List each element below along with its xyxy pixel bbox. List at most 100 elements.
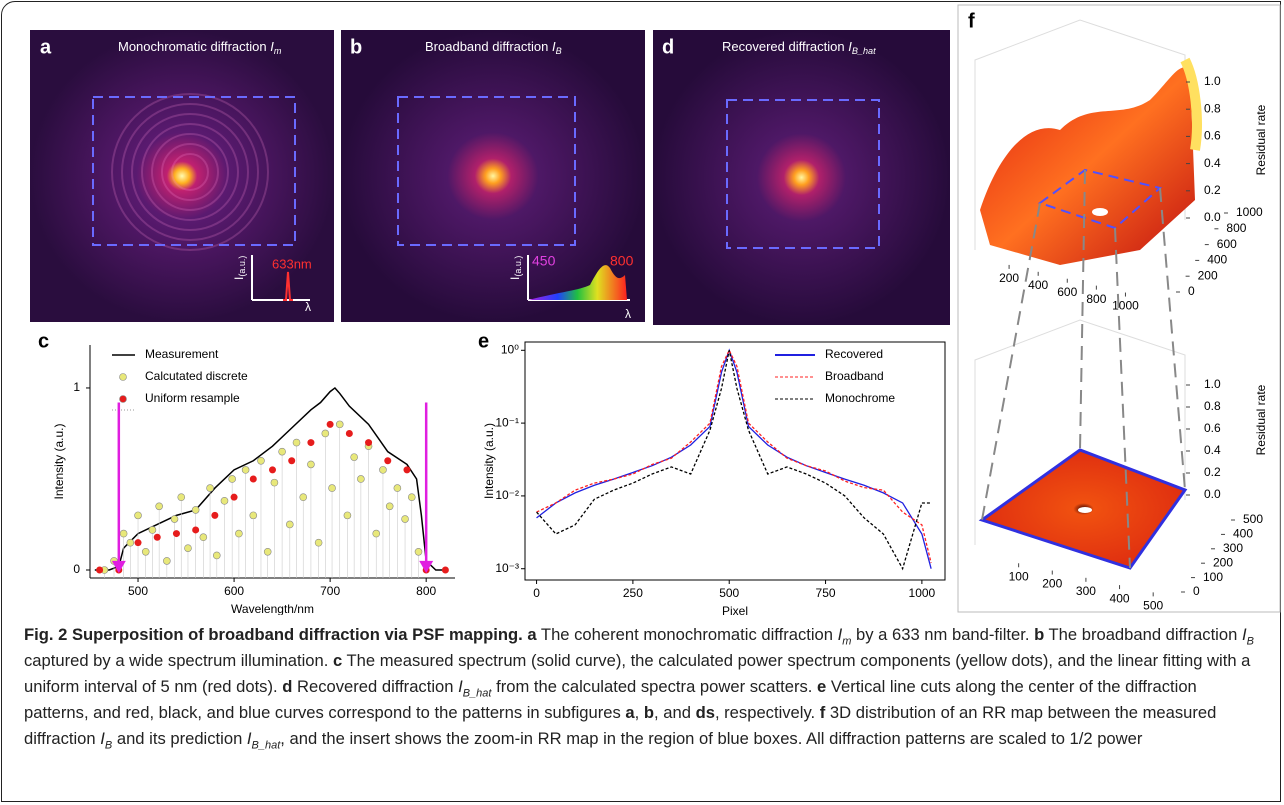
point bbox=[335, 420, 344, 429]
caption-run: captured by a wide spectrum illumination… bbox=[24, 651, 333, 670]
legend-marker bbox=[119, 395, 127, 403]
point bbox=[96, 566, 104, 574]
x-tick-label: 250 bbox=[623, 586, 643, 600]
point bbox=[385, 502, 394, 511]
point bbox=[299, 493, 308, 501]
y-tick-label: 10⁻¹ bbox=[495, 415, 519, 429]
symbol: I bbox=[270, 39, 274, 54]
caption-run: c bbox=[333, 651, 342, 670]
caption-text: by a 633 nm band-filter. bbox=[851, 625, 1035, 644]
axis-symbol: I(a.u.) bbox=[508, 256, 523, 280]
y-tick-label: 200 bbox=[1213, 555, 1233, 569]
spectrum-fill bbox=[528, 265, 627, 300]
point bbox=[134, 511, 142, 520]
caption-run: by a 633 nm band-filter. bbox=[851, 625, 1034, 644]
x-tick-label: 400 bbox=[1028, 278, 1048, 292]
subscript: B bbox=[556, 46, 562, 56]
caption-text: The broadband diffraction bbox=[1044, 625, 1242, 644]
z-axis-label: Residual rate bbox=[1254, 384, 1268, 455]
legend-label: Measurement bbox=[145, 347, 219, 361]
caption-sub: B_hat bbox=[462, 687, 492, 700]
point bbox=[119, 529, 128, 538]
caption-text: , respectively. bbox=[714, 703, 820, 722]
x-tick-label: 200 bbox=[1042, 577, 1062, 591]
point bbox=[372, 529, 381, 538]
point bbox=[393, 484, 402, 492]
caption-run: and its prediction bbox=[112, 729, 247, 748]
caption-run: e bbox=[817, 677, 826, 696]
caption-text: Recovered diffraction bbox=[292, 677, 459, 696]
sub: (a.u.) bbox=[513, 256, 523, 277]
x-symbol: λ bbox=[305, 300, 311, 314]
sym: I bbox=[232, 277, 246, 280]
caption-sub: B bbox=[1246, 635, 1254, 648]
point bbox=[235, 529, 243, 538]
x-tick-label: 1000 bbox=[909, 586, 936, 600]
sym: I bbox=[508, 277, 522, 280]
caption-text: a bbox=[625, 703, 635, 722]
x-tick-label: 800 bbox=[1086, 292, 1106, 306]
point bbox=[350, 453, 358, 461]
point bbox=[241, 466, 250, 474]
symbol: I bbox=[552, 39, 556, 54]
figure: a Monochromatic diffraction Im b Broadband … bbox=[30, 4, 1281, 615]
x-tick-label: 500 bbox=[1143, 599, 1163, 613]
panel-label: e bbox=[478, 330, 489, 352]
sub: (a.u.) bbox=[237, 256, 247, 277]
z-tick-label: 0.8 bbox=[1204, 399, 1221, 413]
z-axis-label: Residual rate bbox=[1254, 104, 1268, 175]
caption-run: d bbox=[282, 677, 292, 696]
point bbox=[230, 493, 238, 501]
panel-title: Recovered diffraction IB_hat bbox=[722, 39, 876, 56]
caption-run: The broadband diffraction bbox=[1044, 625, 1242, 644]
legend-label: Monochrome bbox=[825, 391, 895, 405]
point bbox=[288, 457, 296, 465]
point bbox=[141, 547, 150, 556]
caption-text: d bbox=[282, 677, 293, 696]
caption-text: captured by a wide spectrum illumination… bbox=[24, 651, 333, 670]
x-axis-label: Wavelength/nm bbox=[231, 602, 314, 615]
peak-label: 633nm bbox=[272, 256, 312, 271]
subscript: B_hat bbox=[852, 46, 876, 56]
panel-f-frame bbox=[957, 4, 1281, 613]
spike bbox=[283, 271, 293, 301]
legend-label: Broadband bbox=[825, 369, 884, 383]
point bbox=[257, 456, 265, 465]
point bbox=[126, 538, 135, 547]
panel-title: Broadband diffraction IB bbox=[425, 39, 562, 56]
point bbox=[407, 493, 416, 501]
start-label: 450 bbox=[532, 253, 556, 269]
point bbox=[292, 438, 301, 447]
point bbox=[321, 429, 330, 438]
caption-text: I bbox=[1241, 625, 1247, 644]
caption-run: b bbox=[644, 703, 654, 722]
caption-run: Im bbox=[838, 625, 852, 647]
caption-text: I bbox=[458, 677, 463, 696]
center-swirls bbox=[1078, 208, 1108, 513]
axis-symbol: I(a.u.) bbox=[232, 256, 247, 280]
x-tick-label: 0 bbox=[533, 586, 540, 600]
point bbox=[228, 475, 236, 483]
caption-run: a bbox=[625, 703, 634, 722]
caption-run: The coherent monochromatic diffraction bbox=[537, 625, 838, 644]
point bbox=[365, 439, 373, 447]
point bbox=[163, 557, 171, 565]
y-tick-label: 0 bbox=[1188, 284, 1195, 298]
caption-text: from the calculated spectra power scatte… bbox=[491, 677, 818, 696]
y-tick-label: 400 bbox=[1207, 253, 1227, 267]
point bbox=[177, 493, 186, 501]
z-tick-label: 0.4 bbox=[1204, 156, 1221, 170]
dashed-boxes bbox=[92, 96, 880, 249]
y-tick-label: 600 bbox=[1217, 237, 1237, 251]
caption-text: The coherent monochromatic diffraction bbox=[536, 625, 838, 644]
point bbox=[184, 544, 192, 552]
caption-text: Vertical line cuts along the center of t… bbox=[24, 677, 1197, 722]
title-text: Monochromatic diffraction bbox=[118, 39, 267, 54]
point bbox=[384, 457, 392, 465]
y-tick-label: 10⁻³ bbox=[495, 561, 519, 575]
point bbox=[307, 439, 315, 447]
point bbox=[199, 533, 208, 542]
caption-run: IB bbox=[100, 729, 112, 751]
caption-text: The measured spectrum (solid curve), the… bbox=[24, 651, 1251, 696]
point bbox=[206, 484, 214, 492]
